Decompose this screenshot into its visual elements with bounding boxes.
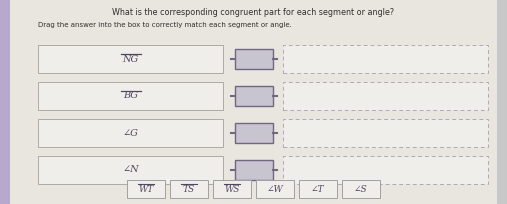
Bar [283,156,488,184]
Text: ∠S: ∠S [354,184,368,194]
Bar [283,45,488,73]
Bar [283,82,488,110]
Bar [38,82,223,110]
Bar [127,180,165,198]
Text: NG: NG [122,54,138,63]
Text: ∠W: ∠W [267,184,283,194]
Bar [170,180,208,198]
Text: What is the corresponding congruent part for each segment or angle?: What is the corresponding congruent part… [113,8,394,17]
Bar [283,119,488,147]
Text: WT: WT [138,184,154,194]
Bar [235,123,273,143]
Text: TS: TS [183,184,195,194]
Bar [342,180,380,198]
Bar [38,156,223,184]
Bar [235,160,273,180]
Bar [0,0,10,204]
Bar [299,180,337,198]
Bar [38,45,223,73]
Bar [497,0,507,204]
Text: BG: BG [123,92,138,101]
Bar [213,180,251,198]
Bar [256,180,294,198]
Text: WS: WS [224,184,240,194]
Bar [235,49,273,69]
Bar [38,119,223,147]
Bar [235,86,273,106]
Text: ∠N: ∠N [122,165,139,174]
Text: ∠T: ∠T [311,184,325,194]
Text: Drag the answer into the box to correctly match each segment or angle.: Drag the answer into the box to correctl… [38,22,292,28]
Text: ∠G: ∠G [123,129,138,137]
